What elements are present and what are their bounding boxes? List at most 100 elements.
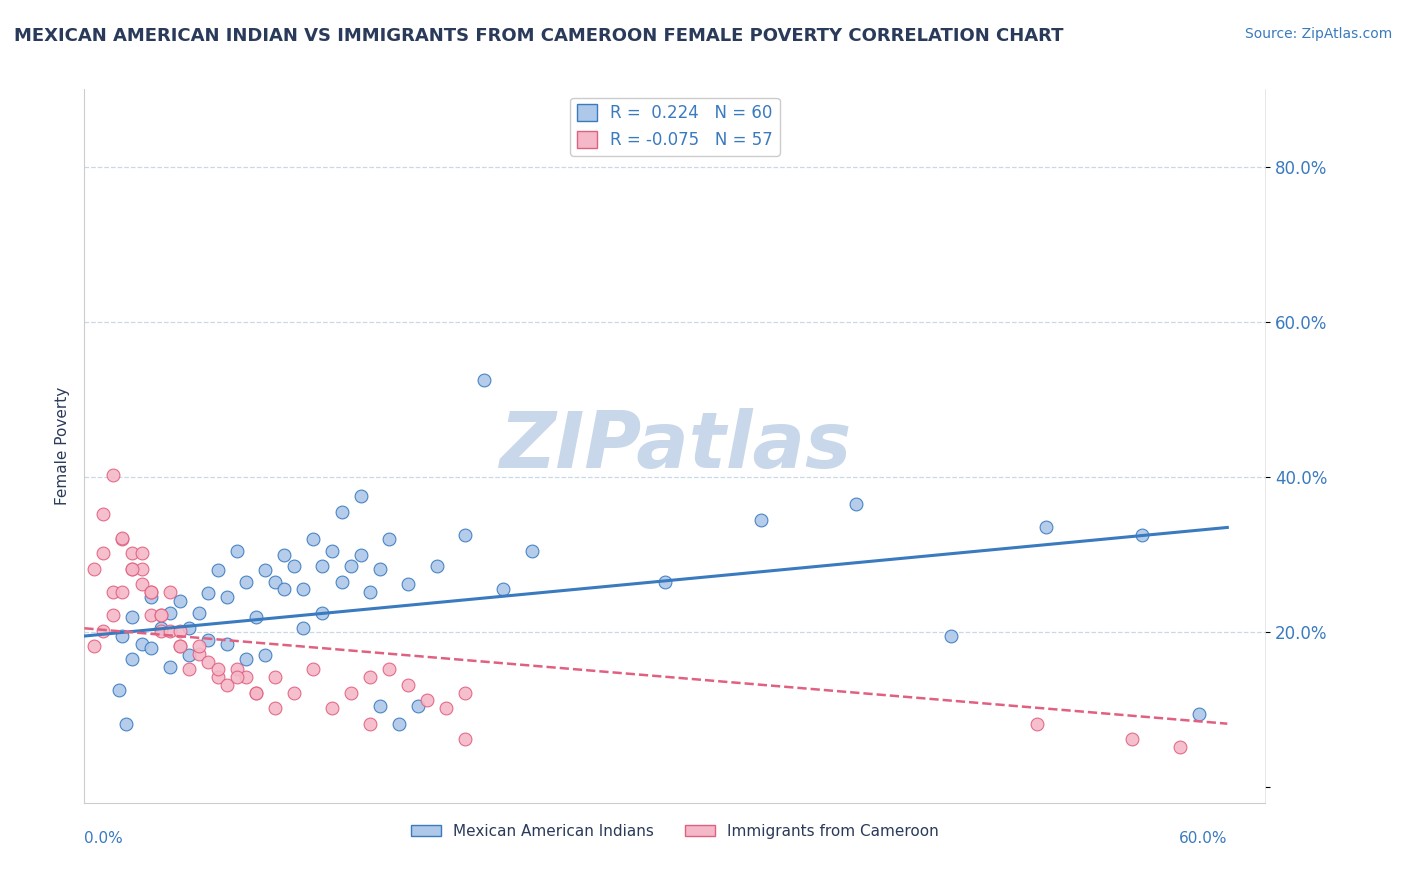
Point [121,609,143,624]
Point [83,561,105,575]
Text: Source: ZipAtlas.com: Source: ZipAtlas.com [1244,27,1392,41]
Point [454,528,477,542]
Point [225,543,247,558]
Point [149,624,172,638]
Point [121,652,143,666]
Text: 60.0%: 60.0% [1178,831,1227,847]
Point [217,637,239,651]
Point [115,716,138,731]
Point [159,584,181,599]
Point [159,660,181,674]
Point [454,686,477,700]
Point [235,574,257,589]
Point [139,640,162,655]
Point [273,548,295,562]
Point [245,686,267,700]
Point [254,648,277,663]
Point [131,577,153,591]
Point [359,670,381,684]
Point [197,655,219,669]
Point [121,561,143,575]
Point [1121,732,1143,747]
Point [396,678,419,692]
Point [654,574,676,589]
Legend: Mexican American Indians, Immigrants from Cameroon: Mexican American Indians, Immigrants fro… [405,818,945,845]
Point [330,574,353,589]
Point [321,543,343,558]
Point [406,698,429,713]
Point [368,698,391,713]
Point [263,701,285,715]
Point [1168,739,1191,754]
Point [225,670,247,684]
Point [368,561,391,575]
Point [1130,528,1153,542]
Point [149,608,172,623]
Text: ZIPatlas: ZIPatlas [499,408,851,484]
Point [1025,716,1047,731]
Point [388,716,411,731]
Point [349,490,371,504]
Point [179,621,201,635]
Point [93,546,115,560]
Point [111,584,134,599]
Point [254,563,277,577]
Point [434,701,457,715]
Point [349,548,371,562]
Point [187,639,209,653]
Point [235,652,257,666]
Point [139,584,162,599]
Point [93,624,115,638]
Point [131,561,153,575]
Point [101,468,124,483]
Point [83,639,105,653]
Point [139,591,162,605]
Point [121,546,143,560]
Point [283,686,305,700]
Point [169,639,191,653]
Point [378,662,401,676]
Point [340,559,363,574]
Point [245,609,267,624]
Point [179,662,201,676]
Point [139,608,162,623]
Point [378,532,401,546]
Point [101,584,124,599]
Point [454,732,477,747]
Point [311,559,333,574]
Point [426,559,449,574]
Y-axis label: Female Poverty: Female Poverty [55,387,70,505]
Point [939,629,962,643]
Point [292,582,315,597]
Point [235,670,257,684]
Point [359,716,381,731]
Point [520,543,543,558]
Point [1035,520,1057,534]
Point [302,662,325,676]
Point [273,582,295,597]
Point [149,608,172,623]
Point [131,546,153,560]
Point [107,683,129,698]
Point [139,584,162,599]
Point [217,678,239,692]
Point [845,497,868,511]
Point [321,701,343,715]
Point [245,686,267,700]
Point [292,621,315,635]
Text: MEXICAN AMERICAN INDIAN VS IMMIGRANTS FROM CAMEROON FEMALE POVERTY CORRELATION C: MEXICAN AMERICAN INDIAN VS IMMIGRANTS FR… [14,27,1063,45]
Point [302,532,325,546]
Point [93,508,115,522]
Point [330,505,353,519]
Point [416,693,439,707]
Point [179,648,201,663]
Point [187,606,209,620]
Text: 0.0%: 0.0% [84,831,124,847]
Point [225,662,247,676]
Point [492,582,515,597]
Point [197,632,219,647]
Point [474,373,496,387]
Point [359,584,381,599]
Point [169,639,191,653]
Point [169,624,191,638]
